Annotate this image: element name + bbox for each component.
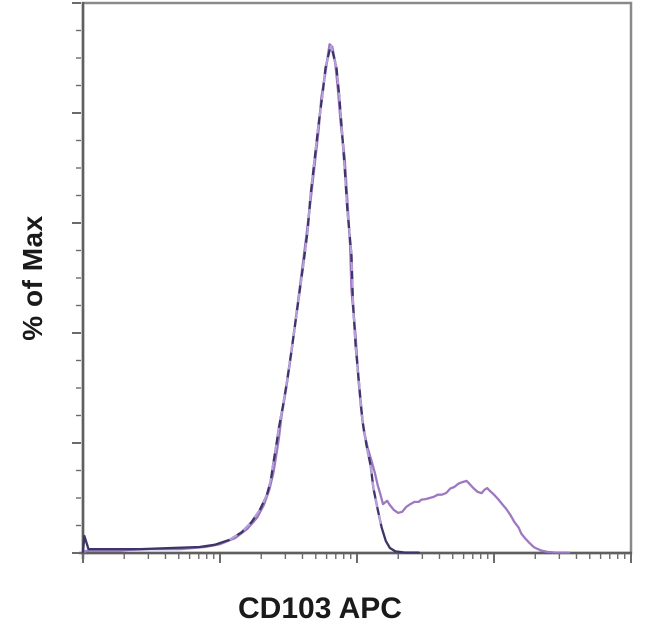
y-axis-ticks	[72, 2, 81, 554]
trace-dark-violet	[81, 44, 420, 554]
x-axis-label: CD103 APC	[238, 592, 402, 625]
x-axis-ticks	[82, 554, 632, 563]
trace-braid-highlight	[229, 44, 383, 541]
plot-frame	[81, 1, 633, 555]
y-axis-label: % of Max	[17, 215, 48, 341]
trace-light-violet	[81, 43, 571, 554]
